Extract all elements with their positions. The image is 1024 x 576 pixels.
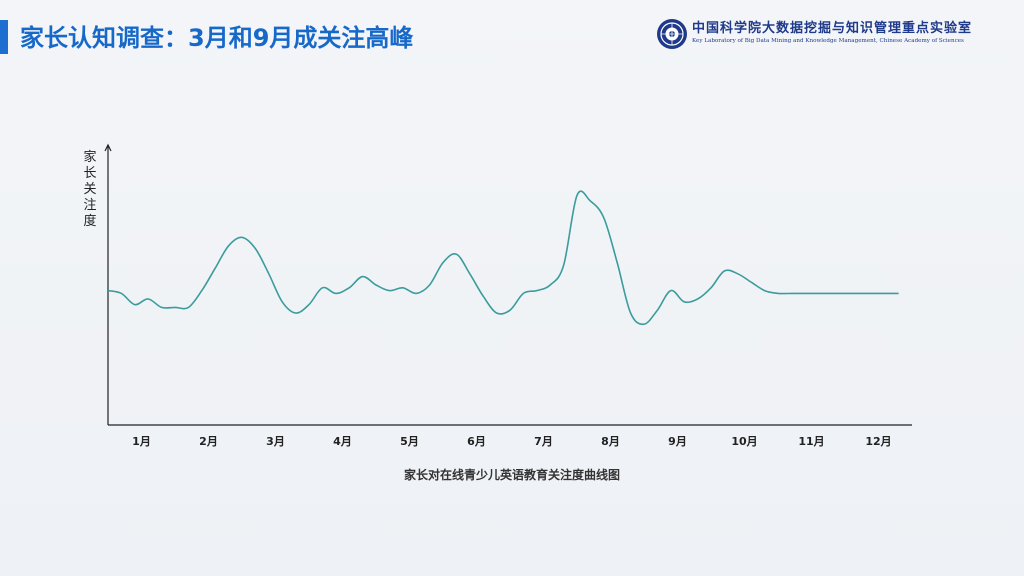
slide-title: 家长认知调查：3月和9月成关注高峰 bbox=[20, 24, 414, 52]
y-axis-label: 家长关注度 bbox=[83, 150, 97, 229]
x-tick-label: 12月 bbox=[865, 435, 891, 448]
x-tick-label: 11月 bbox=[798, 435, 824, 448]
series-line bbox=[107, 190, 899, 326]
x-tick-label: 5月 bbox=[400, 435, 419, 448]
x-tick-label: 4月 bbox=[333, 435, 352, 448]
x-tick-label: 6月 bbox=[467, 435, 486, 448]
x-tick-label: 7月 bbox=[534, 435, 553, 448]
x-tick-label: 1月 bbox=[132, 435, 151, 448]
x-tick-label: 3月 bbox=[266, 435, 285, 448]
x-tick-label: 2月 bbox=[199, 435, 218, 448]
org-name: 中国科学院大数据挖掘与知识管理重点实验室 bbox=[692, 21, 973, 36]
x-tick-label: 9月 bbox=[668, 435, 687, 448]
y-axis-arrow bbox=[104, 143, 112, 152]
cas-emblem-icon bbox=[657, 19, 687, 49]
chart-caption: 家长对在线青少儿英语教育关注度曲线图 bbox=[403, 468, 620, 482]
x-tick-label: 8月 bbox=[601, 435, 620, 448]
x-tick-label: 10月 bbox=[731, 435, 757, 448]
org-name-en: Key Laboratory of Big Data Mining and Kn… bbox=[692, 38, 964, 44]
title-accent-bar bbox=[0, 20, 8, 54]
